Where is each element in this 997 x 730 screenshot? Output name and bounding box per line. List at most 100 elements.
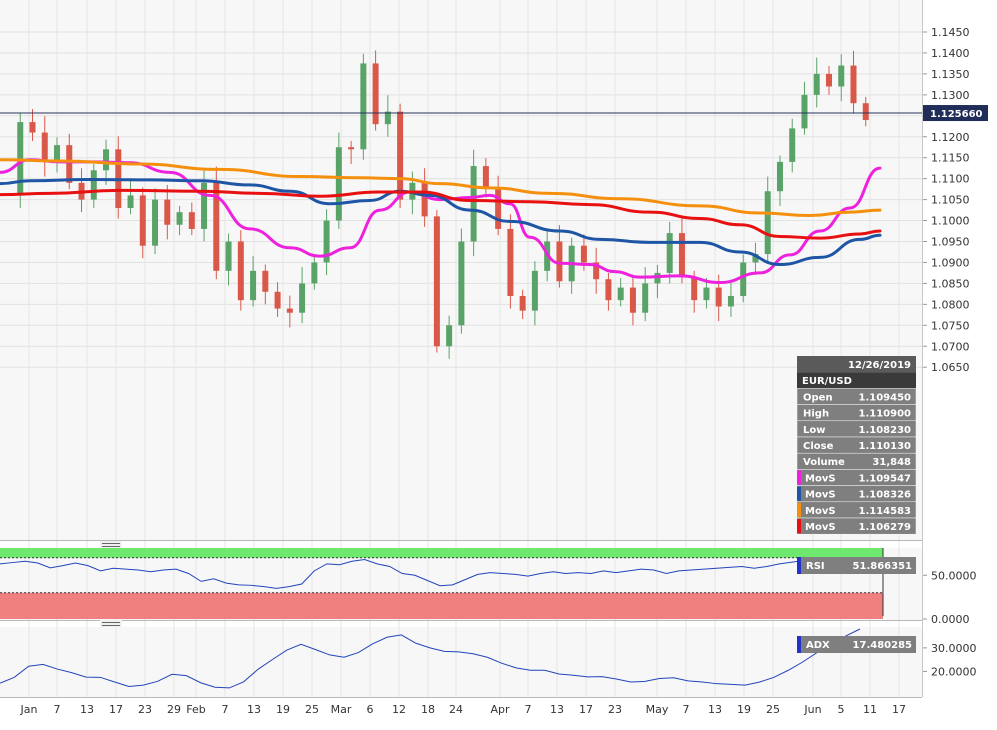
y-tick-label: 1.1450 bbox=[931, 26, 970, 39]
candle-body bbox=[629, 287, 636, 313]
x-tick-label: 17 bbox=[579, 703, 593, 716]
y-tick-label: 50.0000 bbox=[931, 569, 977, 582]
x-tick-label: 7 bbox=[683, 703, 690, 716]
candle-body bbox=[519, 295, 526, 311]
candle-body bbox=[605, 279, 612, 301]
x-tick-label: 23 bbox=[608, 703, 622, 716]
rsi-tag-marker bbox=[797, 557, 801, 574]
y-tick-label: 1.0800 bbox=[931, 298, 970, 311]
candle-body bbox=[176, 212, 183, 225]
x-tick-label: Feb bbox=[186, 703, 205, 716]
candle-body bbox=[678, 233, 685, 278]
x-tick-label: 5 bbox=[838, 703, 845, 716]
candle-body bbox=[801, 94, 808, 129]
candle-body bbox=[691, 277, 698, 301]
candle-body bbox=[715, 287, 722, 307]
candle-body bbox=[397, 111, 404, 200]
info-symbol: EUR/USD bbox=[802, 376, 852, 387]
candle-body bbox=[531, 270, 538, 311]
info-row-label: Low bbox=[803, 425, 825, 436]
candle-body bbox=[654, 272, 661, 284]
x-tick-label: 7 bbox=[54, 703, 61, 716]
candle-body bbox=[507, 228, 514, 296]
adx-tag-marker bbox=[797, 636, 801, 653]
info-date-bg bbox=[797, 356, 916, 373]
pane-resize-handle[interactable] bbox=[100, 620, 122, 627]
x-tick-label: May bbox=[646, 703, 669, 716]
info-row-value: 1.110130 bbox=[858, 441, 911, 452]
info-row-label: High bbox=[803, 409, 829, 420]
candle-body bbox=[66, 145, 73, 183]
info-ma-label: MovS bbox=[805, 522, 836, 533]
candle-body bbox=[617, 287, 624, 301]
candle-body bbox=[642, 283, 649, 313]
x-tick-label: 19 bbox=[276, 703, 290, 716]
candle-body bbox=[789, 128, 796, 162]
x-tick-label: 17 bbox=[109, 703, 123, 716]
moving-averages bbox=[0, 158, 882, 285]
x-tick-label: 7 bbox=[525, 703, 532, 716]
info-panel: 12/26/2019 EUR/USD Open 1.109450 High 1.11090… bbox=[796, 356, 917, 535]
candle-body bbox=[164, 199, 171, 225]
x-tick-label: 23 bbox=[138, 703, 152, 716]
candle-body bbox=[323, 220, 330, 263]
y-tick-label: 1.1050 bbox=[931, 194, 970, 207]
x-tick-label: 25 bbox=[766, 703, 780, 716]
candle-body bbox=[470, 166, 477, 242]
candle-body bbox=[348, 147, 355, 150]
y-tick-label: 1.1200 bbox=[931, 131, 970, 144]
candle-body bbox=[556, 241, 563, 282]
moving-average-line bbox=[0, 177, 882, 267]
candle-body bbox=[752, 254, 759, 263]
y-tick-label: 1.1400 bbox=[931, 47, 970, 60]
candle-body bbox=[727, 295, 734, 307]
x-tick-label: 12 bbox=[392, 703, 406, 716]
y-tick-label: 0.0000 bbox=[931, 613, 970, 626]
candle-body bbox=[54, 145, 61, 162]
candle-body bbox=[740, 262, 747, 296]
info-ma-label: MovS bbox=[805, 506, 836, 517]
candle-body bbox=[335, 147, 342, 221]
axis-labels: 1.14501.14001.13501.13001.12501.12001.11… bbox=[20, 26, 988, 716]
candle-body bbox=[666, 233, 673, 273]
info-ma-value: 1.109547 bbox=[858, 473, 911, 484]
x-tick-label: 24 bbox=[449, 703, 463, 716]
x-tick-label: 13 bbox=[80, 703, 94, 716]
indicator-lines bbox=[0, 557, 880, 689]
candle-body bbox=[850, 65, 857, 104]
candle-body bbox=[580, 245, 587, 263]
info-ma-swatch bbox=[797, 502, 801, 517]
pane-resize-handle[interactable] bbox=[100, 541, 122, 548]
candle-body bbox=[372, 63, 379, 125]
candle-body bbox=[286, 308, 293, 313]
candle-body bbox=[90, 170, 97, 200]
candle-body bbox=[446, 325, 453, 347]
adx-tag-bg bbox=[801, 636, 916, 653]
x-tick-label: 17 bbox=[892, 703, 906, 716]
x-tick-label: Mar bbox=[331, 703, 352, 716]
x-tick-label: 13 bbox=[550, 703, 564, 716]
y-tick-label: 1.0700 bbox=[931, 340, 970, 353]
x-tick-label: 25 bbox=[305, 703, 319, 716]
adx-line bbox=[0, 628, 861, 689]
candle-body bbox=[274, 291, 281, 309]
candle-body bbox=[458, 241, 465, 326]
y-tick-label: 1.1350 bbox=[931, 68, 970, 81]
candle-body bbox=[188, 212, 195, 229]
info-row-label: Close bbox=[803, 441, 834, 452]
candle-body bbox=[29, 122, 36, 133]
last-price-label: 1.125660 bbox=[930, 109, 983, 120]
info-date: 12/26/2019 bbox=[848, 360, 911, 371]
moving-average-line bbox=[0, 188, 882, 240]
x-tick-label: 7 bbox=[222, 703, 229, 716]
last-price-tag bbox=[922, 105, 988, 122]
info-row-value: 1.109450 bbox=[858, 392, 911, 403]
candle-body bbox=[250, 270, 257, 301]
rsi-zones bbox=[0, 548, 884, 619]
rsi-tag-name: RSI bbox=[806, 561, 825, 572]
info-row-value: 1.108230 bbox=[858, 425, 911, 436]
y-tick-label: 1.1100 bbox=[931, 173, 970, 186]
adx-tag-value: 17.480285 bbox=[853, 640, 913, 651]
y-tick-label: 1.0950 bbox=[931, 236, 970, 249]
